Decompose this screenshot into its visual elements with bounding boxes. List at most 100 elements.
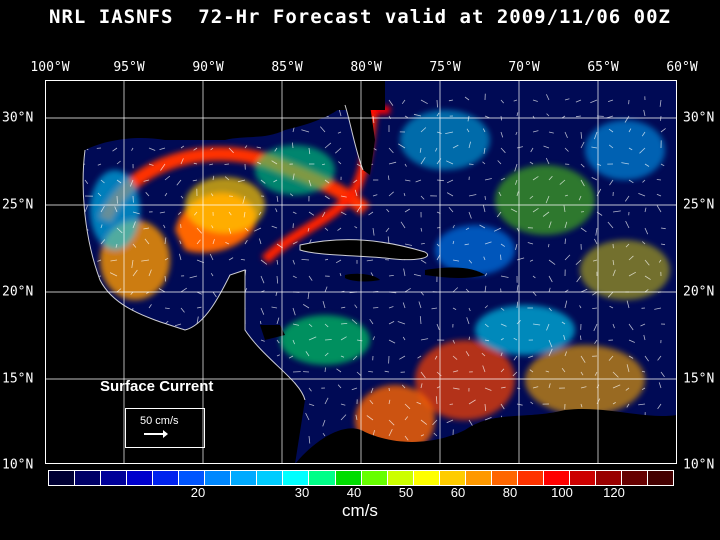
current-vector <box>532 176 539 181</box>
current-vector <box>464 243 470 246</box>
current-vector <box>324 258 329 261</box>
current-vector <box>384 370 390 373</box>
current-vector <box>368 211 374 216</box>
current-vector <box>164 237 167 245</box>
current-vector <box>354 226 358 229</box>
current-vector <box>564 98 570 101</box>
current-vector <box>398 143 406 149</box>
current-vector <box>174 323 182 327</box>
current-vector <box>516 257 525 261</box>
current-vector <box>112 147 118 152</box>
current-vector <box>513 355 518 361</box>
lon-label: 90°W <box>192 60 224 75</box>
current-vector <box>561 321 566 325</box>
current-vector <box>500 275 509 278</box>
colorbar-segment <box>75 471 102 485</box>
current-vector <box>628 355 634 359</box>
current-vector <box>656 205 662 213</box>
current-vector <box>592 259 598 262</box>
current-vector <box>372 307 379 309</box>
current-vector <box>324 179 330 184</box>
current-vector <box>308 179 312 187</box>
current-vector <box>196 239 201 245</box>
current-vector <box>532 130 539 133</box>
lon-label: 85°W <box>271 60 303 75</box>
current-vector <box>210 193 214 197</box>
current-map[interactable] <box>45 80 677 464</box>
current-vector <box>179 240 182 245</box>
colorbar-tick-label: 60 <box>450 485 466 500</box>
current-vector <box>532 386 539 389</box>
current-vector <box>482 365 486 373</box>
current-vector <box>496 211 502 218</box>
lat-label-right: 30°N <box>683 110 715 126</box>
current-vector <box>404 208 411 213</box>
current-vector <box>420 434 425 437</box>
current-vector <box>481 352 486 357</box>
colorbar-units: cm/s <box>342 501 378 520</box>
current-vector <box>625 243 630 248</box>
current-vector <box>256 146 262 149</box>
current-vector <box>308 275 313 281</box>
current-vector <box>468 259 473 264</box>
current-vector <box>483 147 486 154</box>
lat-label-left: 25°N <box>2 197 34 213</box>
current-vector <box>479 224 486 229</box>
current-vector <box>510 208 518 213</box>
current-vector <box>132 243 137 248</box>
current-vector <box>116 288 122 293</box>
current-vector <box>500 368 505 373</box>
current-vector <box>641 131 646 137</box>
colorbar-tick-label: 80 <box>502 485 518 500</box>
current-vector <box>243 211 246 218</box>
scale-arrow-icon <box>144 430 168 438</box>
current-vector <box>484 285 487 293</box>
current-vector <box>84 179 89 184</box>
current-vector <box>324 367 326 373</box>
current-vector <box>625 387 630 391</box>
current-vector <box>641 387 646 391</box>
colorbar-segment <box>648 471 674 485</box>
current-vector <box>628 255 634 261</box>
colorbar-segment <box>283 471 310 485</box>
current-vector <box>225 242 230 245</box>
current-vector <box>180 307 185 313</box>
current-vector <box>432 419 438 426</box>
current-vector <box>548 287 551 293</box>
current-vector <box>590 99 598 104</box>
current-vector <box>420 371 426 379</box>
current-vector <box>468 194 477 197</box>
lon-label: 95°W <box>113 60 145 75</box>
current-vector <box>516 112 519 117</box>
colorbar-segment <box>491 471 518 485</box>
current-vector <box>628 339 635 343</box>
current-vector <box>500 254 502 261</box>
current-vector <box>446 192 454 197</box>
current-vector <box>436 179 444 182</box>
current-vector <box>452 370 459 373</box>
colorbar-segment <box>153 471 180 485</box>
current-vector <box>529 259 534 262</box>
current-vector <box>209 163 214 166</box>
current-vector <box>638 403 646 406</box>
current-vector <box>436 323 440 330</box>
current-vector <box>576 275 582 283</box>
current-vector <box>580 227 587 233</box>
current-vector <box>130 291 134 295</box>
current-vector <box>420 157 426 165</box>
current-vector <box>308 336 317 341</box>
current-vector <box>643 334 646 341</box>
current-vector <box>448 99 454 102</box>
current-vector <box>144 238 150 245</box>
current-vector <box>515 243 518 250</box>
current-vector <box>433 432 438 437</box>
current-vector <box>179 253 182 261</box>
current-vector <box>308 403 315 406</box>
current-vector <box>452 287 459 293</box>
current-vector <box>276 317 280 325</box>
current-vector <box>580 163 585 168</box>
current-vector <box>564 300 568 309</box>
current-vector <box>164 307 170 309</box>
current-vector <box>176 179 182 186</box>
current-vector <box>529 369 534 373</box>
